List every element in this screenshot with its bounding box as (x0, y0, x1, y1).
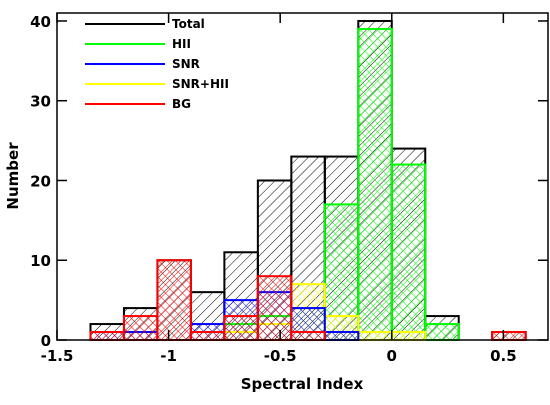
y-tick-label: 20 (30, 172, 51, 190)
x-tick-label: -0.5 (264, 347, 297, 365)
x-tick-label: 0 (387, 347, 397, 365)
histogram-bar (424, 323, 460, 341)
histogram-bar (323, 331, 360, 341)
legend-label: HII (172, 37, 191, 51)
histogram-bar (357, 27, 393, 341)
histogram-bar (390, 331, 427, 341)
histogram-bar (89, 331, 125, 341)
legend-label: SNR (172, 57, 200, 71)
histogram-bar (223, 315, 259, 342)
histogram-bar (156, 259, 192, 341)
histogram-bar (491, 331, 527, 341)
legend-label: SNR+HII (172, 77, 229, 91)
histogram-bar (357, 331, 393, 341)
histogram-bar (256, 275, 293, 342)
legend-label: BG (172, 97, 191, 111)
histogram-bar (122, 315, 159, 342)
x-axis-label: Spectral Index (241, 375, 364, 393)
y-tick-label: 40 (30, 13, 51, 31)
x-tick-label: -1.5 (41, 347, 74, 365)
histogram-bar (189, 331, 226, 341)
y-tick-label: 0 (41, 332, 51, 350)
x-tick-label: 0.5 (490, 347, 517, 365)
plot-frame (56, 12, 549, 341)
histogram-bar (290, 331, 326, 341)
y-tick-label: 30 (30, 93, 51, 111)
histogram-bar (390, 163, 427, 341)
y-tick-label: 10 (30, 252, 51, 270)
y-axis-label: Number (4, 142, 22, 210)
legend-label: Total (172, 17, 205, 31)
x-tick-label: -1 (160, 347, 177, 365)
